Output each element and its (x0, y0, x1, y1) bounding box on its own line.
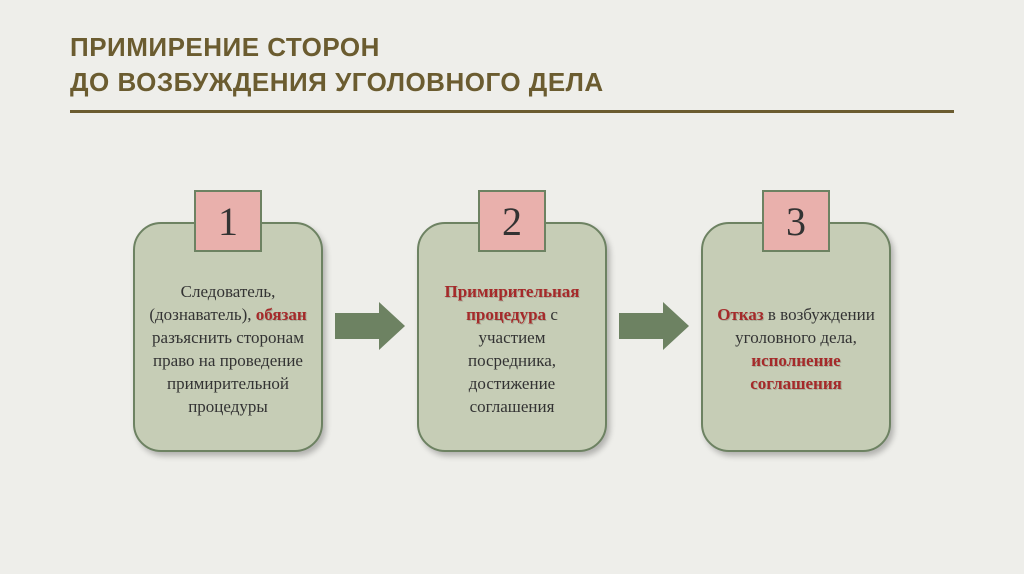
step-1: 1 Следователь, (дознаватель), обязан разъ… (133, 190, 323, 452)
step-card: Примирительная процедура с участием поср… (417, 222, 607, 452)
step-2: 2 Примирительная процедура с участием пос… (417, 190, 607, 452)
title-line1: ПРИМИРЕНИЕ СТОРОН (70, 32, 380, 62)
process-diagram: 1 Следователь, (дознаватель), обязан разъ… (0, 190, 1024, 452)
arrow-icon (335, 302, 405, 350)
page-title: ПРИМИРЕНИЕ СТОРОН ДО ВОЗБУЖДЕНИЯ УГОЛОВН… (70, 30, 954, 100)
step-text: Отказ в возбуждении уголовного дела, исп… (717, 304, 875, 396)
step-card: Следователь, (дознаватель), обязан разъя… (133, 222, 323, 452)
step-number: 2 (478, 190, 546, 252)
title-divider (70, 110, 954, 113)
step-3: 3 Отказ в возбуждении уголовного дела, ис… (701, 190, 891, 452)
step-text: Следователь, (дознаватель), обязан разъя… (149, 281, 307, 419)
step-number: 3 (762, 190, 830, 252)
title-line2: ДО ВОЗБУЖДЕНИЯ УГОЛОВНОГО ДЕЛА (70, 67, 604, 97)
arrow-icon (619, 302, 689, 350)
title-block: ПРИМИРЕНИЕ СТОРОН ДО ВОЗБУЖДЕНИЯ УГОЛОВН… (70, 30, 954, 113)
step-text: Примирительная процедура с участием поср… (433, 281, 591, 419)
step-card: Отказ в возбуждении уголовного дела, исп… (701, 222, 891, 452)
step-number: 1 (194, 190, 262, 252)
